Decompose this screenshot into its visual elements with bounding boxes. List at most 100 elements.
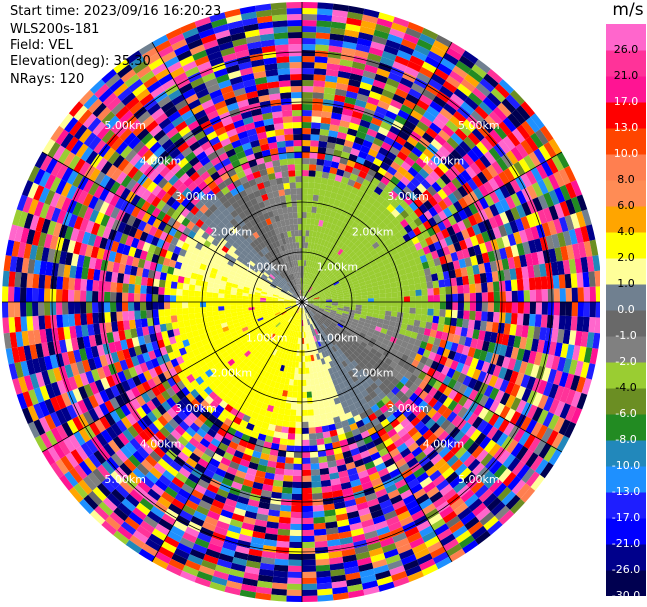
velocity-gate [462,153,475,167]
velocity-gate [345,23,361,32]
velocity-gate [445,309,452,318]
velocity-gate [435,34,452,48]
velocity-gate [487,292,494,302]
velocity-gate [372,437,383,447]
velocity-gate [350,263,358,270]
velocity-gate [355,326,363,332]
velocity-gate [419,355,429,365]
velocity-gate [324,406,332,414]
velocity-gate [433,287,440,296]
velocity-gate [293,379,298,386]
velocity-gate [414,242,423,251]
velocity-gate [308,176,316,183]
velocity-gate [475,123,490,138]
velocity-gate [527,325,535,339]
velocity-gate [311,291,318,296]
velocity-gate [349,422,359,431]
velocity-gate [411,146,423,158]
velocity-gate [368,237,377,246]
velocity-gate [268,454,278,462]
velocity-gate [422,89,436,101]
velocity-gate [288,379,294,386]
velocity-gate [386,203,396,213]
velocity-gate [429,422,441,434]
velocity-gate [420,314,428,322]
velocity-gate [576,194,588,212]
velocity-gate [316,207,322,214]
velocity-gate [354,49,369,59]
velocity-gate [438,279,446,288]
velocity-gate [343,299,350,302]
velocity-gate [442,141,455,154]
velocity-gate [361,308,368,313]
velocity-gate [302,427,309,434]
velocity-gate [543,396,555,412]
velocity-gate [331,580,348,589]
velocity-gate [388,190,399,200]
velocity-gate [351,533,366,543]
velocity-gate [396,151,408,162]
velocity-gate [493,214,504,227]
velocity-gate [342,344,349,351]
velocity-gate [323,311,330,316]
velocity-gate [499,247,508,260]
velocity-gate [435,177,447,189]
velocity-gate [396,180,407,191]
velocity-gate [462,375,472,387]
velocity-gate [20,272,28,288]
velocity-gate [303,307,306,314]
velocity-gate [269,448,279,457]
velocity-gate [303,307,306,314]
velocity-gate [286,439,295,446]
velocity-gate [307,303,314,306]
velocity-gate [565,405,577,422]
velocity-gate [542,411,555,428]
velocity-gate [464,355,474,367]
velocity-gate [481,311,488,322]
velocity-gate [505,439,519,454]
velocity-gate [326,270,332,277]
velocity-gate [336,273,343,280]
velocity-gate [371,241,380,250]
velocity-gate [20,316,28,332]
velocity-gate [92,280,100,292]
velocity-gate [399,394,409,404]
velocity-gate [182,289,189,296]
velocity-gate [303,313,305,320]
velocity-gate [551,233,561,249]
velocity-gate [32,315,40,331]
velocity-gate [313,516,326,524]
velocity-gate [365,441,376,450]
velocity-gate [480,119,494,134]
velocity-gate [314,334,320,342]
velocity-gate [516,124,531,140]
velocity-gate [320,479,332,487]
velocity-gate [401,318,409,325]
velocity-gate [353,316,360,321]
velocity-gate [559,288,566,302]
velocity-gate [315,558,330,566]
velocity-gate [470,480,485,494]
velocity-gate [328,197,336,205]
velocity-gate [1,302,9,318]
velocity-gate [501,436,514,451]
velocity-gate [341,47,356,56]
velocity-gate [322,285,328,290]
velocity-gate [400,432,412,443]
velocity-gate [469,429,482,442]
velocity-gate [397,510,411,522]
velocity-gate [314,249,319,257]
velocity-gate [521,467,535,484]
velocity-gate [339,346,347,354]
velocity-gate [503,168,515,182]
velocity-gate [170,315,178,323]
velocity-gate [389,235,398,244]
velocity-gate [315,426,323,434]
velocity-gate [302,67,315,75]
velocity-gate [409,392,419,403]
velocity-gate [553,370,563,386]
velocity-gate [318,293,325,297]
velocity-gate [366,331,374,338]
velocity-gate [315,321,320,328]
velocity-gate [326,280,333,286]
